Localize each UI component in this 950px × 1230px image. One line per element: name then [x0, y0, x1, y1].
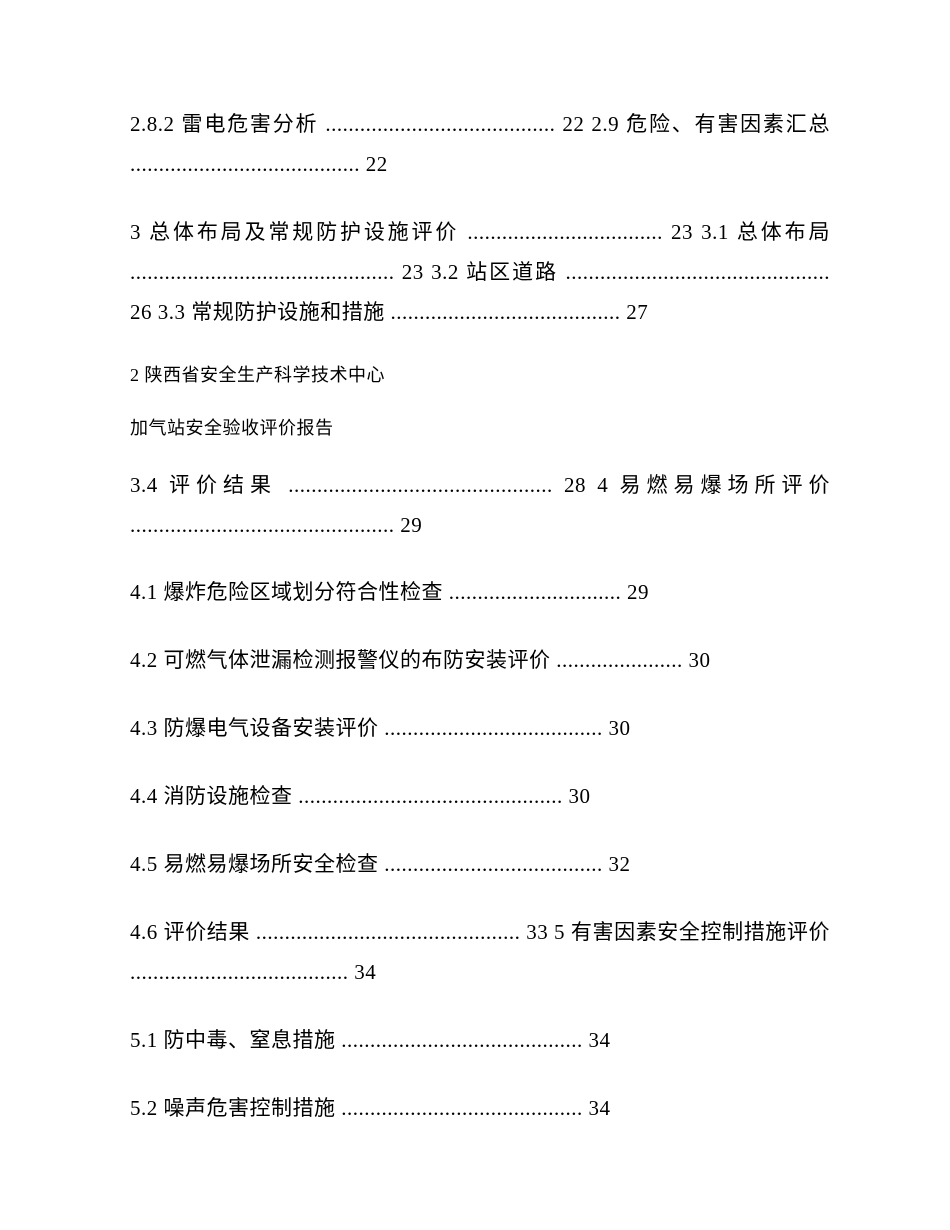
toc-paragraph-2: 3 总体布局及常规防护设施评价 ........................… — [130, 213, 830, 333]
toc-paragraph-10: 4.5 易燃易爆场所安全检查 .........................… — [130, 845, 830, 885]
toc-paragraph-5: 3.4 评价结果 ...............................… — [130, 466, 830, 546]
toc-paragraph-12: 5.1 防中毒、窒息措施 ...........................… — [130, 1021, 830, 1061]
toc-paragraph-11: 4.6 评价结果 ...............................… — [130, 913, 830, 993]
toc-paragraph-7: 4.2 可燃气体泄漏检测报警仪的布防安装评价 .................… — [130, 641, 830, 681]
toc-paragraph-13: 5.2 噪声危害控制措施 ...........................… — [130, 1089, 830, 1129]
toc-paragraph-8: 4.3 防爆电气设备安装评价 .........................… — [130, 709, 830, 749]
toc-paragraph-1: 2.8.2 雷电危害分析 ...........................… — [130, 105, 830, 185]
toc-paragraph-9: 4.4 消防设施检查 .............................… — [130, 777, 830, 817]
header-title: 加气站安全验收评价报告 — [130, 413, 830, 444]
toc-paragraph-6: 4.1 爆炸危险区域划分符合性检查 ......................… — [130, 573, 830, 613]
footer-org: 2 陕西省安全生产科学技术中心 — [130, 360, 830, 391]
